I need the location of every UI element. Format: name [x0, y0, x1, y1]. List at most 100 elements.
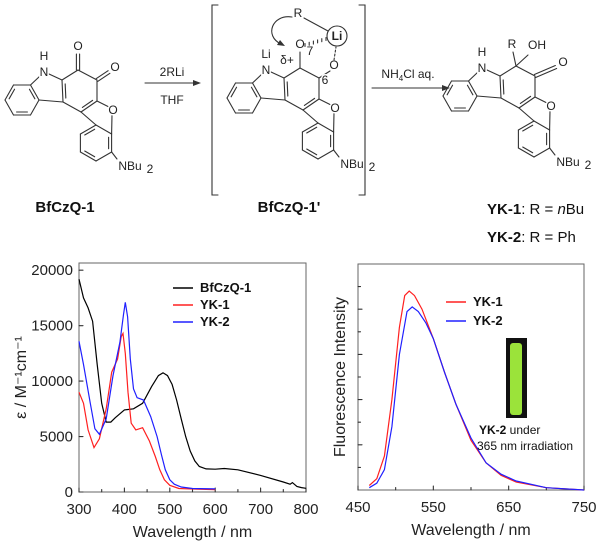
- bond: [283, 77, 286, 101]
- bracket-right: [358, 4, 366, 196]
- bond: [96, 100, 110, 108]
- bond: [446, 84, 454, 96]
- dibutylamino-group: NBu: [118, 159, 141, 173]
- bond: [499, 75, 502, 99]
- bond: [251, 82, 262, 99]
- quench-label: NH4Cl aq.: [381, 67, 434, 83]
- bond: [230, 86, 238, 98]
- bond: [29, 84, 40, 101]
- inset-caption-line2: 365 nm irradiation: [477, 439, 573, 453]
- lithium-circle: [326, 25, 348, 47]
- bond: [95, 70, 109, 80]
- bond: [442, 95, 453, 112]
- plot-frame: [357, 263, 585, 491]
- bond: [250, 86, 258, 98]
- lithium-atom: Li: [332, 29, 343, 43]
- subscript-2: 2: [147, 162, 154, 176]
- y-tick-label: 5000: [40, 429, 73, 446]
- reaction-arrow-1: 2RLi THF: [144, 65, 201, 107]
- bond: [64, 83, 67, 99]
- molecule-bfczq-1: N O NBu 2 H O O: [4, 38, 155, 178]
- bond: [4, 99, 15, 116]
- bond: [517, 120, 535, 131]
- carbonyl-oxygen-6: O: [110, 60, 119, 74]
- bond: [476, 95, 502, 99]
- bond: [61, 69, 79, 81]
- x-tick-label: 550: [421, 499, 446, 516]
- bond: [318, 98, 332, 106]
- bond: [522, 124, 534, 132]
- bond: [84, 128, 96, 136]
- subscript-2: 2: [369, 160, 376, 174]
- bond: [467, 71, 479, 82]
- reaction-scheme: N O NBu 2 H O O N O NBu 2 Li O Oδ+ 7 6 N O NBu 2 H R OH O Li R…: [4, 4, 593, 246]
- bond: [519, 95, 532, 104]
- bond: [29, 75, 41, 86]
- furan-oxygen-atom: O: [108, 103, 117, 117]
- partial-positive-charge: δ+: [280, 53, 294, 67]
- bond: [303, 17, 329, 32]
- y-axis-label: Fluorescence Intensity: [332, 297, 349, 457]
- legend-label: YK-1: [200, 297, 230, 312]
- reaction-arrow-2: NH4Cl aq.: [371, 67, 450, 91]
- bond: [286, 81, 289, 97]
- alkoxide-oxygen-7: O: [295, 37, 304, 51]
- x-tick-label: 400: [112, 501, 137, 518]
- bond: [535, 67, 558, 79]
- bond: [302, 109, 319, 124]
- hydroxyl-group: OH: [528, 38, 546, 52]
- bond: [260, 97, 286, 101]
- bond: [29, 99, 40, 116]
- nitrogen-atom: N: [40, 65, 49, 79]
- bond: [79, 151, 97, 162]
- furan-oxygen-atom: O: [330, 101, 339, 115]
- inset-caption-line1: YK-2 under: [479, 423, 540, 437]
- bond: [79, 124, 97, 135]
- bond: [467, 80, 478, 97]
- bond: [95, 124, 113, 135]
- x-tick-label: 450: [345, 499, 370, 516]
- bond: [38, 99, 64, 103]
- nh-hydrogen: H: [478, 45, 487, 59]
- fluorescence-chart: 450 550 650 750 Wavelength / nm Fluorescence …: [332, 263, 597, 539]
- y-tick-label: 10000: [31, 373, 73, 390]
- bond: [533, 64, 556, 76]
- coordination-bond: [333, 46, 337, 61]
- bond: [515, 54, 529, 67]
- bond: [303, 97, 316, 106]
- nitrogen-atom: N: [478, 61, 487, 75]
- bond: [522, 146, 534, 154]
- legend-label: YK-2: [473, 313, 503, 328]
- curved-arrow-icon: [271, 16, 293, 45]
- y-tick-label: 20000: [31, 262, 73, 279]
- legend-label: YK-1: [473, 294, 503, 309]
- bond: [549, 147, 556, 156]
- nh-hydrogen: H: [40, 49, 49, 63]
- molecule-bfczq-1-prime: N O NBu 2 Li O Oδ+ 7 6: [226, 36, 377, 176]
- reagent-label: 2RLi: [160, 65, 185, 79]
- molecule-yk: N O NBu 2 H R OH O: [442, 36, 593, 174]
- x-axis-label: Wavelength / nm: [133, 524, 252, 541]
- bond: [4, 84, 15, 101]
- bond: [251, 73, 263, 84]
- bond: [317, 149, 335, 160]
- nitrogen-atom: N: [262, 63, 271, 77]
- bond: [502, 79, 505, 95]
- dibutylamino-group: NBu: [556, 155, 579, 169]
- y-axis-label: ε / M⁻¹cm⁻¹: [13, 336, 30, 419]
- position-6-label: 6: [322, 73, 329, 87]
- x-tick-label: 650: [496, 499, 521, 516]
- bond: [486, 69, 501, 77]
- bond: [533, 120, 551, 131]
- lithium-chelate: Li R: [271, 5, 348, 61]
- bond: [500, 97, 520, 109]
- bond: [299, 67, 320, 79]
- bond: [62, 101, 82, 113]
- bond: [80, 100, 98, 113]
- x-tick-label: 700: [248, 501, 273, 518]
- bond: [301, 149, 319, 160]
- bond: [499, 65, 517, 77]
- bond: [283, 67, 301, 79]
- bond: [317, 122, 335, 133]
